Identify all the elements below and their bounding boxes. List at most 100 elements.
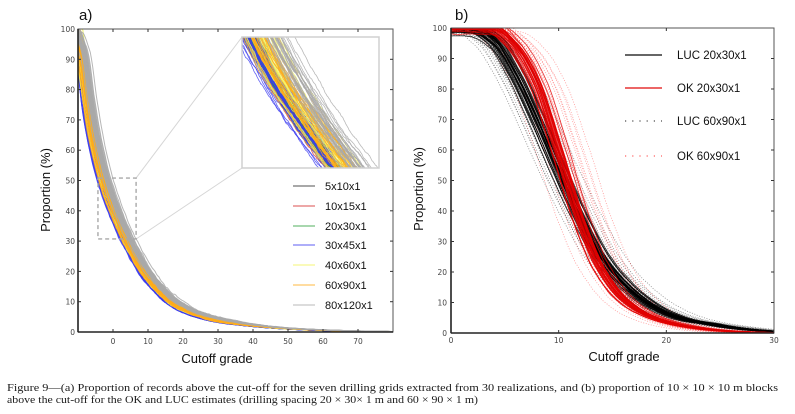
y-tick-label: 40 bbox=[437, 207, 447, 216]
y-tick-label: 90 bbox=[437, 55, 447, 64]
x-tick-label: 20 bbox=[178, 337, 188, 346]
legend-label-30x45x1: 30x45x1 bbox=[325, 240, 367, 252]
inset-curve-60x90x1-realization bbox=[259, 37, 347, 168]
curve-80x120x1-realization bbox=[78, 35, 393, 332]
inset-curve-30x45x1-realization bbox=[246, 37, 335, 168]
x-tick-label: 10 bbox=[143, 337, 153, 346]
legend-label-20x30x1: 20x30x1 bbox=[325, 221, 367, 233]
inset-curve-80x120x1-realization bbox=[264, 37, 351, 168]
inset-connector-line bbox=[135, 167, 243, 240]
curve-luc-20x30x1-realization bbox=[451, 28, 774, 332]
panel-b-title: b) bbox=[455, 7, 468, 24]
y-tick-label: 10 bbox=[65, 298, 75, 307]
curve-ok-60x90x1-realization bbox=[451, 30, 774, 333]
inset-curve-60x90x1-realization bbox=[266, 37, 353, 168]
inset-curve-80x120x1-realization bbox=[281, 37, 370, 168]
y-tick-label: 50 bbox=[437, 177, 447, 186]
legend-label-10x15x1: 10x15x1 bbox=[325, 201, 367, 213]
y-tick-label: 0 bbox=[70, 328, 75, 337]
inset-curve-40x60x1-realization bbox=[245, 37, 328, 168]
inset-curves bbox=[242, 37, 379, 168]
y-tick-label: 10 bbox=[437, 299, 447, 308]
panel-b-curves bbox=[451, 28, 774, 333]
x-tick-label: 40 bbox=[248, 337, 258, 346]
panel-b-y-axis-label: Proportion (%) bbox=[411, 147, 426, 231]
inset-curve-80x120x1-realization bbox=[269, 37, 355, 168]
inset-curve-80x120x1-realization bbox=[269, 37, 355, 168]
y-tick-label: 80 bbox=[65, 86, 75, 95]
inset-frame bbox=[241, 36, 380, 169]
inset-curve-80x120x1-realization bbox=[271, 37, 355, 168]
legend-label-ok-20x30x1: OK 20x30x1 bbox=[677, 83, 740, 95]
inset-curve-30x45x1-realization bbox=[242, 48, 319, 168]
legend-label-40x60x1: 40x60x1 bbox=[325, 260, 367, 272]
y-tick-label: 40 bbox=[65, 207, 75, 216]
x-tick-label: 30 bbox=[213, 337, 223, 346]
x-tick-label: 60 bbox=[318, 337, 328, 346]
inset-curve-80x120x1-realization bbox=[267, 37, 354, 168]
inset-curve-80x120x1-realization bbox=[278, 37, 364, 168]
x-tick-label: 50 bbox=[283, 337, 293, 346]
curve-luc-60x90x1-realization bbox=[451, 34, 774, 332]
inset-curve-60x90x1-realization bbox=[244, 37, 330, 168]
y-tick-label: 50 bbox=[65, 177, 75, 186]
inset-curve-30x45x1-realization bbox=[242, 37, 328, 168]
inset-curve-30x45x1-realization bbox=[247, 37, 334, 168]
inset-curve-80x120x1-realization bbox=[257, 37, 344, 168]
legend-label-5x10x1: 5x10x1 bbox=[325, 181, 360, 193]
y-tick-label: 20 bbox=[65, 267, 75, 276]
y-tick-label: 0 bbox=[442, 329, 447, 338]
inset-curve-40x60x1-realization bbox=[243, 37, 329, 168]
curve-luc-20x30x1-realization bbox=[451, 28, 774, 332]
panel-a-x-axis-label: Cutoff grade bbox=[181, 351, 252, 366]
figure-caption-line-1: Figure 9—(a) Proportion of records above… bbox=[7, 382, 778, 394]
y-tick-label: 70 bbox=[65, 116, 75, 125]
figure-caption-line-2: above the cut-off for the OK and LUC est… bbox=[7, 394, 478, 406]
plot-layer: 5x10x1 10x15x1 20x30x1 30x45x1 40x60x1 60x90x… bbox=[61, 24, 779, 346]
x-tick-label: 30 bbox=[769, 336, 779, 345]
y-tick-label: 30 bbox=[65, 237, 75, 246]
legend-label-ok-60x90x1: OK 60x90x1 bbox=[677, 151, 740, 163]
x-tick-label: 70 bbox=[353, 337, 363, 346]
inset-curve-60x90x1-realization bbox=[255, 37, 341, 168]
inset-curve-60x90x1-realization bbox=[264, 37, 349, 168]
inset-curve-40x60x1-realization bbox=[263, 37, 348, 168]
inset-curve-80x120x1-realization bbox=[276, 37, 361, 168]
inset-connector-line bbox=[135, 36, 243, 179]
y-tick-label: 100 bbox=[61, 25, 76, 34]
inset-curve-60x90x1-realization bbox=[242, 37, 327, 168]
curve-luc-60x90x1-realization bbox=[451, 28, 774, 331]
inset-curve-80x120x1-realization bbox=[270, 37, 357, 168]
y-tick-label: 20 bbox=[437, 268, 447, 277]
inset-curve-60x90x1-realization bbox=[251, 37, 337, 168]
panel-a-curves bbox=[78, 29, 393, 332]
curve-ok-20x30x1-realization bbox=[451, 33, 774, 333]
legend-label-80x120x1: 80x120x1 bbox=[325, 300, 373, 312]
curve-ok-60x90x1-realization bbox=[451, 28, 774, 333]
inset-curve-30x45x1-realization bbox=[246, 37, 334, 168]
inset-curve-80x120x1-realization bbox=[271, 37, 356, 168]
inset-curve-60x90x1-realization bbox=[252, 37, 337, 168]
panel-b-x-axis-label: Cutoff grade bbox=[588, 349, 659, 364]
inset-curve-80x120x1-realization bbox=[267, 37, 351, 168]
legend-label-luc-60x90x1: LUC 60x90x1 bbox=[677, 116, 747, 128]
y-tick-label: 90 bbox=[65, 55, 75, 64]
inset-curve-80x120x1-realization bbox=[280, 37, 366, 168]
inset-curve-80x120x1-realization bbox=[264, 37, 350, 168]
inset-curve-80x120x1-realization bbox=[280, 37, 364, 168]
y-tick-label: 30 bbox=[437, 238, 447, 247]
inset-curve-80x120x1-realization bbox=[274, 37, 358, 168]
x-tick-label: 10 bbox=[554, 336, 564, 345]
curve-ok-20x30x1-realization bbox=[451, 28, 774, 333]
inset-curve-30x45x1-realization bbox=[242, 42, 324, 168]
legend-label-luc-20x30x1: LUC 20x30x1 bbox=[677, 50, 747, 62]
inset-curve-80x120x1-realization bbox=[294, 37, 379, 168]
y-tick-label: 70 bbox=[437, 116, 447, 125]
inset-curve-60x90x1-realization bbox=[250, 37, 337, 168]
y-tick-label: 80 bbox=[437, 85, 447, 94]
inset-curve-80x120x1-realization bbox=[287, 37, 372, 168]
y-tick-label: 60 bbox=[65, 146, 75, 155]
y-tick-label: 100 bbox=[433, 24, 448, 33]
y-tick-label: 60 bbox=[437, 146, 447, 155]
